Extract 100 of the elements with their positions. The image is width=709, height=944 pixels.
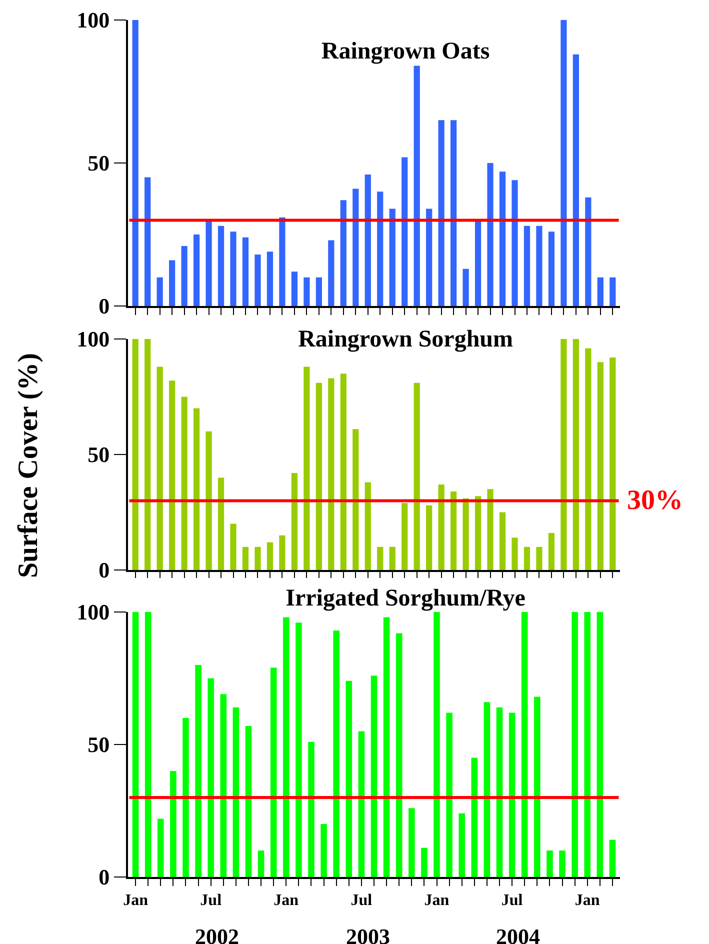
bar — [389, 546, 396, 570]
bar — [157, 818, 164, 877]
bar — [402, 157, 408, 306]
bar — [156, 277, 163, 306]
bar — [597, 277, 604, 306]
bar — [512, 538, 518, 570]
y-tick-label: 0 — [98, 294, 110, 319]
ref-line-label: 30% — [627, 485, 683, 516]
bar — [270, 668, 277, 877]
bar — [206, 431, 212, 570]
bar — [610, 357, 616, 570]
bar — [450, 491, 457, 570]
bar — [389, 208, 396, 306]
bar — [584, 612, 591, 877]
bar — [484, 702, 490, 877]
bar — [144, 339, 151, 570]
bar — [446, 712, 452, 877]
bar — [421, 848, 428, 877]
bar — [383, 617, 390, 877]
bar — [572, 54, 579, 306]
bar — [426, 208, 432, 306]
bar — [471, 758, 478, 877]
bar — [291, 272, 298, 306]
bar — [254, 254, 261, 306]
bar — [434, 612, 440, 877]
bar — [316, 382, 322, 570]
bar — [414, 66, 420, 306]
x-tick-label: Jan — [123, 892, 148, 910]
bar — [572, 339, 579, 570]
bar — [499, 512, 506, 570]
bar — [242, 237, 249, 306]
x-tick-label: Jan — [424, 892, 450, 910]
chart-title: Irrigated Sorghum/Rye — [286, 585, 526, 612]
text: Raingrown Oats — [321, 38, 490, 64]
y-tick-label: 50 — [88, 150, 110, 176]
bar — [596, 612, 604, 877]
chart-title: Raingrown Sorghum — [298, 326, 514, 352]
y-tick-label: 50 — [88, 732, 110, 758]
bar — [279, 217, 286, 306]
bar — [296, 622, 302, 877]
bar — [144, 177, 151, 306]
bar — [524, 226, 530, 306]
x-tick-label: Jul — [200, 892, 222, 910]
bar — [230, 232, 236, 306]
bar — [534, 696, 540, 877]
bar — [546, 850, 553, 877]
bar — [170, 771, 176, 877]
bar — [156, 366, 163, 570]
bar — [193, 408, 200, 570]
bar — [585, 348, 592, 570]
y-tick-label: 0 — [98, 558, 110, 583]
x-tick-label: Jan — [574, 892, 600, 910]
bar — [377, 192, 384, 306]
bar — [279, 535, 286, 570]
x-tick-label: Jul — [501, 892, 524, 910]
bar — [304, 366, 310, 570]
bar — [333, 630, 340, 877]
bar — [316, 277, 322, 306]
bar — [496, 707, 503, 877]
bar — [182, 718, 189, 877]
bar — [572, 612, 578, 877]
bar — [487, 489, 494, 570]
bar — [328, 240, 334, 306]
text: 2004 — [496, 924, 540, 944]
bar — [548, 533, 555, 570]
bar — [585, 197, 592, 306]
bar — [181, 246, 188, 306]
bar — [218, 226, 224, 306]
bar — [195, 665, 202, 877]
bar — [320, 824, 327, 877]
bar — [508, 712, 516, 877]
bar — [304, 277, 310, 306]
bar — [458, 813, 465, 877]
bar — [408, 808, 415, 877]
bar — [193, 234, 200, 306]
bar — [208, 678, 214, 877]
y-axis-title: Surface Cover (%) — [12, 353, 44, 578]
bar — [218, 478, 224, 570]
bar — [340, 374, 346, 570]
bar — [245, 726, 252, 877]
bar — [609, 840, 616, 877]
bar — [499, 172, 506, 306]
bar — [438, 120, 444, 306]
bar — [414, 382, 420, 570]
bar — [132, 612, 139, 877]
bar — [560, 20, 567, 306]
bar — [230, 524, 236, 570]
bar — [560, 339, 567, 570]
bar — [438, 484, 444, 570]
x-tick-label: Jan — [274, 892, 299, 910]
bar — [426, 505, 432, 570]
bar — [364, 482, 371, 570]
bar — [352, 188, 359, 306]
bar — [610, 277, 616, 306]
text: 2003 — [346, 924, 390, 944]
bar — [220, 694, 227, 877]
bar — [521, 612, 528, 877]
bar — [370, 676, 378, 877]
bar — [548, 232, 555, 306]
y-tick-label: 100 — [76, 8, 110, 33]
